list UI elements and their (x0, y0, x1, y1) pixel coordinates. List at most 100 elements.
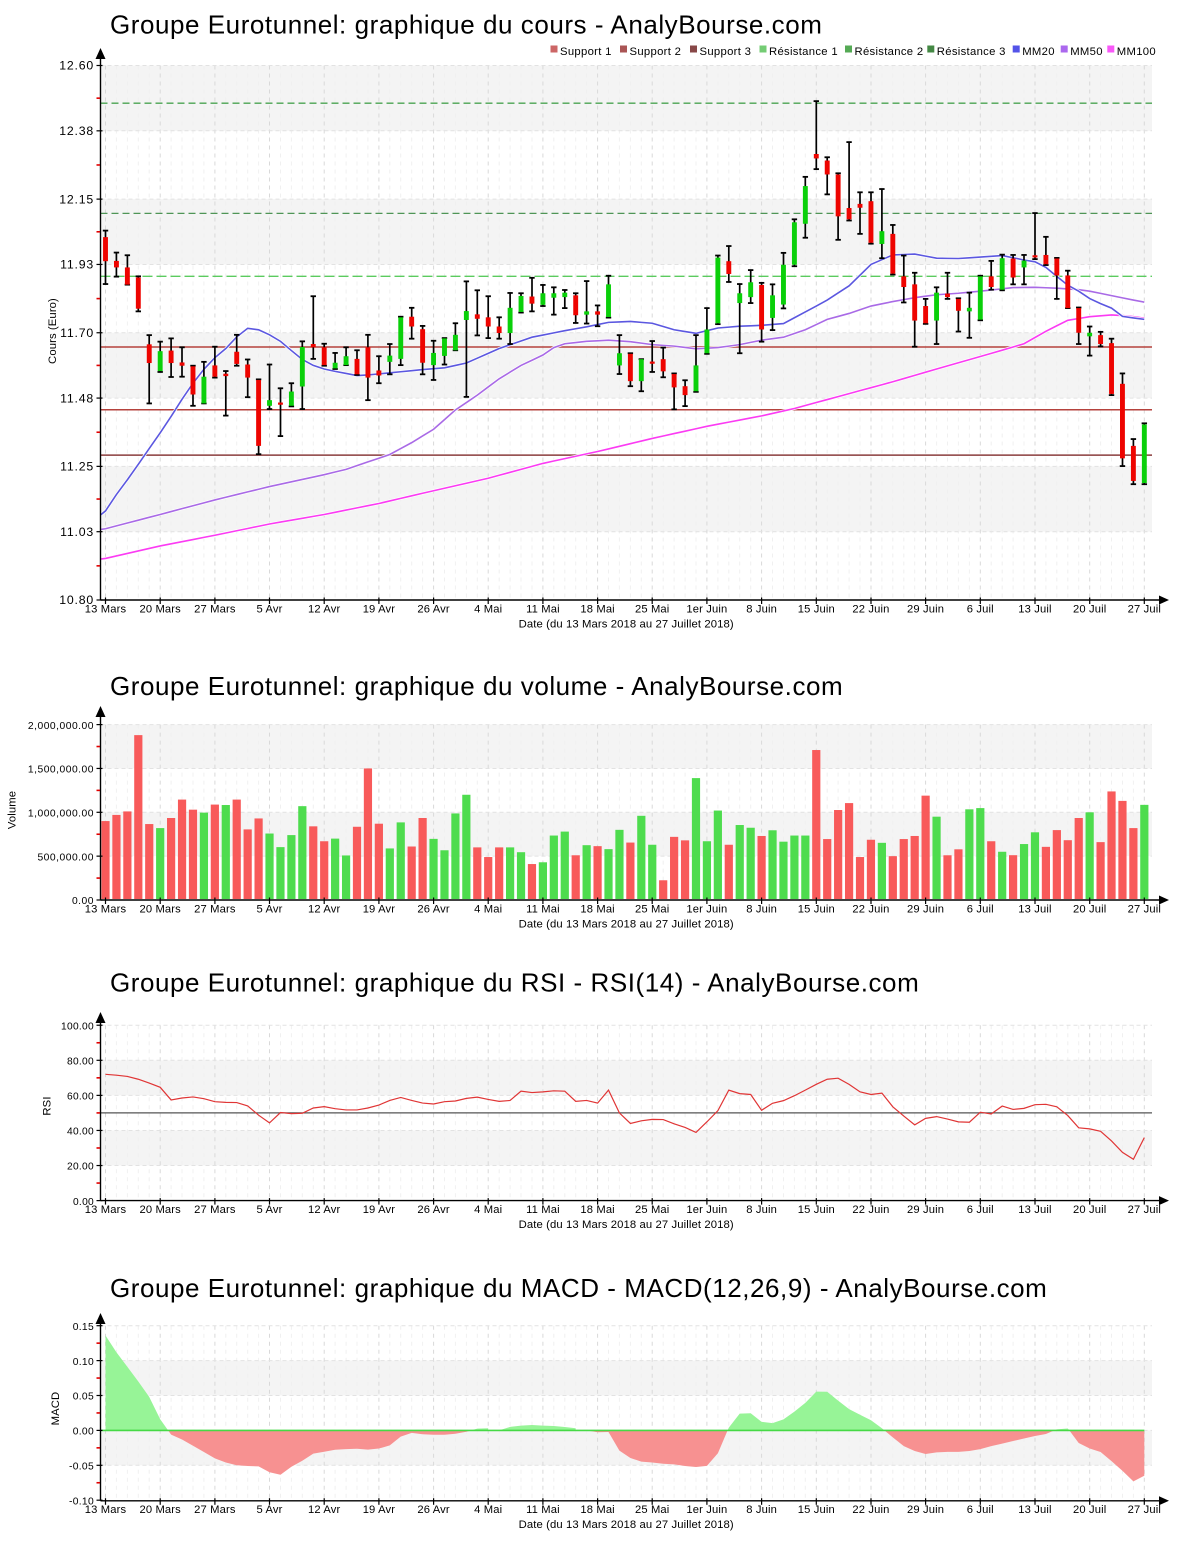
svg-text:Groupe Eurotunnel: graphique d: Groupe Eurotunnel: graphique du cours - … (110, 10, 822, 40)
svg-text:500,000.00: 500,000.00 (37, 852, 94, 863)
svg-text:4 Mai: 4 Mai (474, 604, 502, 616)
svg-text:12 Avr: 12 Avr (308, 1204, 341, 1216)
svg-text:20 Juil: 20 Juil (1073, 1504, 1106, 1516)
svg-text:0.15: 0.15 (73, 1322, 94, 1333)
svg-text:Résistance 3: Résistance 3 (937, 46, 1006, 58)
svg-text:0.00: 0.00 (73, 1427, 94, 1438)
svg-text:6 Juil: 6 Juil (967, 1504, 994, 1516)
svg-text:Date (du 13 Mars 2018 au 27 Ju: Date (du 13 Mars 2018 au 27 Juillet 2018… (519, 619, 734, 631)
svg-text:15 Juin: 15 Juin (798, 1504, 835, 1516)
svg-text:12 Avr: 12 Avr (308, 904, 341, 916)
svg-text:8 Juin: 8 Juin (746, 604, 777, 616)
svg-text:RSI: RSI (42, 1096, 54, 1115)
svg-text:27 Mars: 27 Mars (194, 904, 236, 916)
svg-text:10.80: 10.80 (59, 593, 94, 607)
svg-text:5 Avr: 5 Avr (256, 904, 282, 916)
svg-text:12.38: 12.38 (59, 124, 94, 138)
svg-text:29 Juin: 29 Juin (907, 1504, 944, 1516)
svg-text:11 Mai: 11 Mai (526, 1504, 560, 1516)
svg-text:20.00: 20.00 (67, 1162, 94, 1173)
svg-text:MACD: MACD (50, 1392, 62, 1426)
svg-text:13 Juil: 13 Juil (1018, 1204, 1051, 1216)
svg-text:27 Mars: 27 Mars (194, 1504, 236, 1516)
svg-text:1er Juin: 1er Juin (686, 604, 727, 616)
svg-text:13 Mars: 13 Mars (85, 604, 127, 616)
svg-text:0.00: 0.00 (73, 1197, 94, 1208)
svg-text:-0.05: -0.05 (69, 1462, 94, 1473)
svg-text:15 Juin: 15 Juin (798, 904, 835, 916)
svg-text:4 Mai: 4 Mai (474, 1204, 502, 1216)
svg-text:11 Mai: 11 Mai (526, 1204, 560, 1216)
svg-text:18 Mai: 18 Mai (580, 904, 614, 916)
svg-text:12.60: 12.60 (59, 59, 94, 73)
svg-text:12.15: 12.15 (59, 192, 94, 206)
svg-text:Groupe Eurotunnel: graphique d: Groupe Eurotunnel: graphique du volume -… (110, 671, 843, 701)
svg-text:20 Juil: 20 Juil (1073, 604, 1106, 616)
svg-text:11 Mai: 11 Mai (526, 604, 560, 616)
svg-text:12 Avr: 12 Avr (308, 604, 341, 616)
svg-text:27 Juil: 27 Juil (1128, 904, 1161, 916)
svg-text:1er Juin: 1er Juin (686, 1204, 727, 1216)
svg-text:19 Avr: 19 Avr (363, 604, 396, 616)
svg-text:22 Juin: 22 Juin (852, 1504, 889, 1516)
svg-text:18 Mai: 18 Mai (580, 1204, 614, 1216)
svg-text:11.25: 11.25 (60, 460, 94, 474)
svg-text:20 Juil: 20 Juil (1073, 1204, 1106, 1216)
svg-text:6 Juil: 6 Juil (967, 604, 994, 616)
svg-text:MM20: MM20 (1022, 46, 1055, 58)
svg-text:13 Mars: 13 Mars (85, 1204, 127, 1216)
svg-text:29 Juin: 29 Juin (907, 604, 944, 616)
svg-text:11.93: 11.93 (60, 258, 94, 272)
svg-text:18 Mai: 18 Mai (580, 1504, 614, 1516)
svg-text:27 Mars: 27 Mars (194, 604, 236, 616)
svg-text:80.00: 80.00 (67, 1057, 94, 1068)
svg-text:0.00: 0.00 (72, 896, 94, 907)
svg-text:Date (du 13 Mars 2018 au 27 Ju: Date (du 13 Mars 2018 au 27 Juillet 2018… (519, 919, 734, 931)
svg-text:MM50: MM50 (1070, 46, 1103, 58)
svg-text:11.48: 11.48 (60, 391, 94, 405)
svg-text:Date (du 13 Mars 2018 au 27 Ju: Date (du 13 Mars 2018 au 27 Juillet 2018… (519, 1519, 734, 1531)
svg-text:Support 2: Support 2 (630, 46, 682, 58)
svg-text:27 Juil: 27 Juil (1128, 1204, 1161, 1216)
svg-text:20 Mars: 20 Mars (139, 604, 181, 616)
svg-text:26 Avr: 26 Avr (417, 1504, 450, 1516)
svg-text:29 Juin: 29 Juin (907, 1204, 944, 1216)
svg-text:25 Mai: 25 Mai (635, 904, 669, 916)
svg-text:19 Avr: 19 Avr (363, 904, 396, 916)
svg-text:1er Juin: 1er Juin (686, 1504, 727, 1516)
svg-text:11 Mai: 11 Mai (526, 904, 560, 916)
svg-text:27 Juil: 27 Juil (1128, 1504, 1161, 1516)
svg-text:1er Juin: 1er Juin (686, 904, 727, 916)
svg-text:Date (du 13 Mars 2018 au 27 Ju: Date (du 13 Mars 2018 au 27 Juillet 2018… (519, 1219, 734, 1231)
svg-text:Résistance 1: Résistance 1 (769, 46, 838, 58)
svg-text:25 Mai: 25 Mai (635, 1204, 669, 1216)
svg-text:13 Mars: 13 Mars (85, 1504, 127, 1516)
svg-text:6 Juil: 6 Juil (967, 904, 994, 916)
svg-text:Volume: Volume (7, 791, 19, 829)
svg-text:8 Juin: 8 Juin (746, 1504, 777, 1516)
svg-text:13 Mars: 13 Mars (85, 904, 127, 916)
svg-text:22 Juin: 22 Juin (852, 904, 889, 916)
svg-text:4 Mai: 4 Mai (474, 904, 502, 916)
svg-text:1,500,000.00: 1,500,000.00 (28, 765, 94, 776)
svg-text:22 Juin: 22 Juin (852, 604, 889, 616)
svg-text:Résistance 2: Résistance 2 (855, 46, 924, 58)
svg-text:15 Juin: 15 Juin (798, 604, 835, 616)
svg-text:5 Avr: 5 Avr (256, 604, 282, 616)
svg-text:1,000,000.00: 1,000,000.00 (28, 809, 94, 820)
svg-text:25 Mai: 25 Mai (635, 1504, 669, 1516)
svg-text:5 Avr: 5 Avr (256, 1504, 282, 1516)
svg-text:20 Mars: 20 Mars (139, 1504, 181, 1516)
svg-text:11.70: 11.70 (60, 326, 94, 340)
svg-text:18 Mai: 18 Mai (580, 604, 614, 616)
svg-text:27 Mars: 27 Mars (194, 1204, 236, 1216)
svg-text:Support 3: Support 3 (700, 46, 752, 58)
svg-text:Groupe Eurotunnel: graphique d: Groupe Eurotunnel: graphique du RSI - RS… (110, 967, 919, 997)
svg-text:20 Mars: 20 Mars (139, 1204, 181, 1216)
svg-text:2,000,000.00: 2,000,000.00 (28, 721, 94, 732)
svg-text:-0.10: -0.10 (69, 1496, 94, 1507)
svg-text:MM100: MM100 (1117, 46, 1156, 58)
svg-text:13 Juil: 13 Juil (1018, 1504, 1051, 1516)
svg-text:8 Juin: 8 Juin (746, 904, 777, 916)
svg-text:8 Juin: 8 Juin (746, 1204, 777, 1216)
